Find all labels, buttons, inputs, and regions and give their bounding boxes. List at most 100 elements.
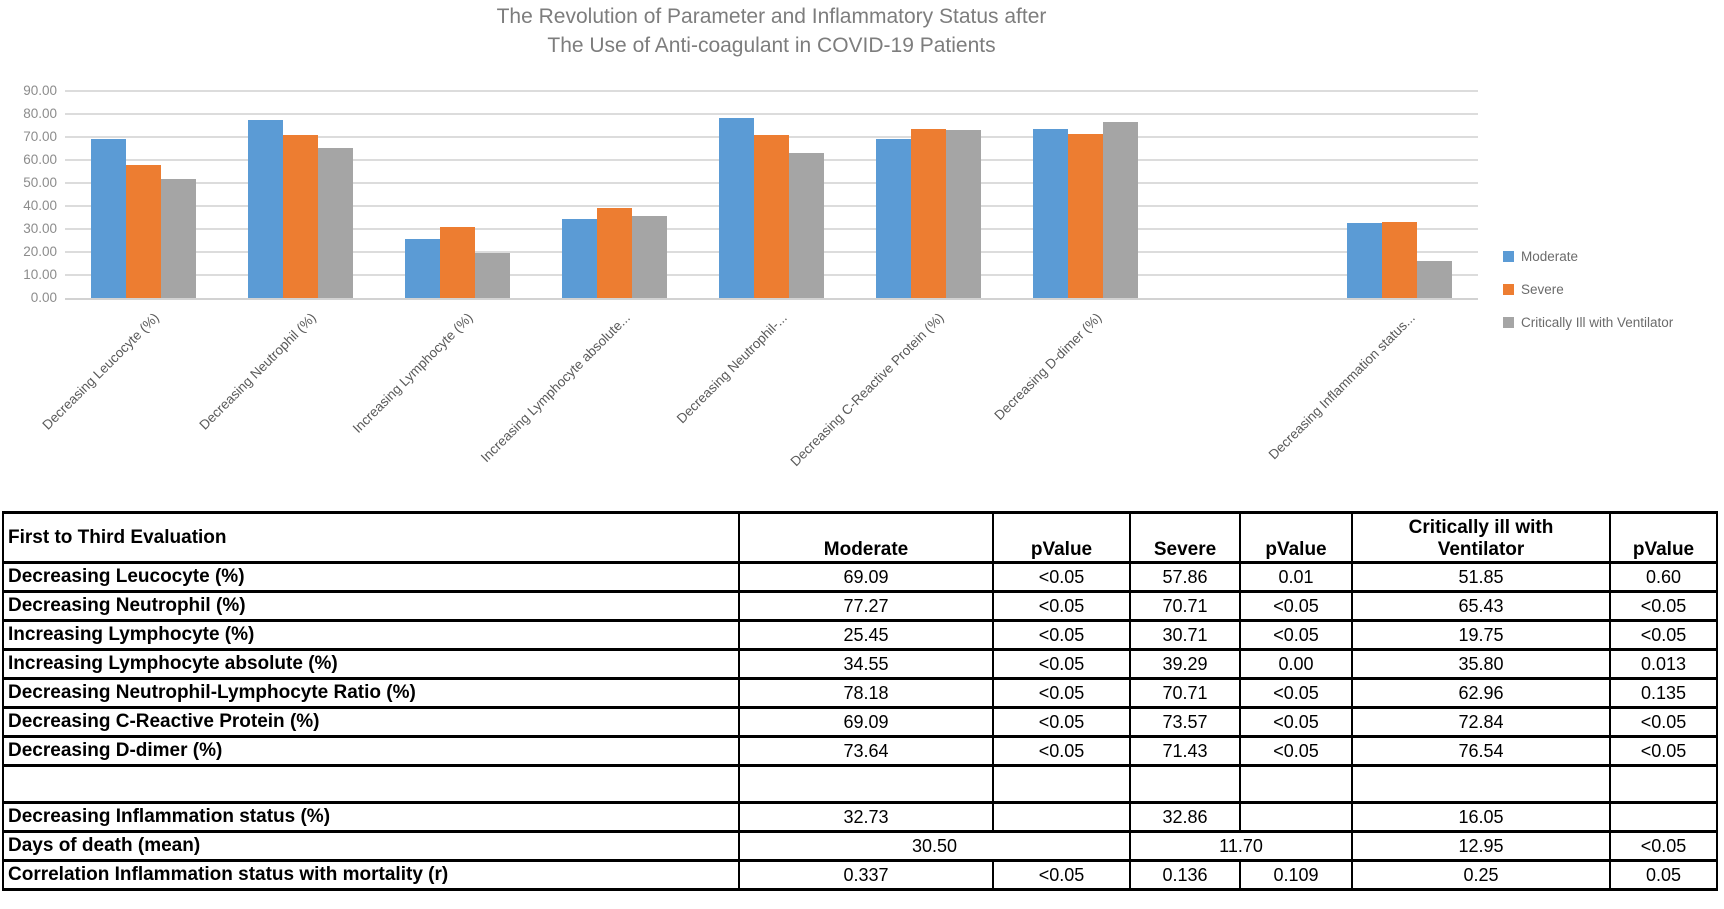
bar-severe-cat4 <box>597 207 632 298</box>
value-cell: 35.80 <box>1351 648 1611 680</box>
value-cell <box>1351 764 1611 804</box>
bar-severe-cat2 <box>283 135 318 298</box>
value-cell: 62.96 <box>1351 677 1611 709</box>
table-header-row: First to Third Evaluation Moderate pValue S… <box>2 511 1718 564</box>
chart-title-line2: The Use of Anti-coagulant in COVID-19 Pa… <box>547 34 996 57</box>
bar-critically-ill-with-ventilator-cat6 <box>946 130 981 298</box>
value-cell: 70.71 <box>1129 590 1241 622</box>
row-label: Decreasing Neutrophil-Lymphocyte Ratio (… <box>2 677 740 709</box>
row-label: Decreasing Inflammation status (%) <box>2 801 740 833</box>
value-cell <box>992 801 1131 833</box>
table-row: Correlation Inflammation status with mor… <box>2 859 1718 891</box>
value-cell: 0.05 <box>1609 859 1718 891</box>
value-cell: <0.05 <box>1239 735 1353 767</box>
value-cell <box>1609 801 1718 833</box>
value-cell: 16.05 <box>1351 801 1611 833</box>
row-label: Decreasing Leucocyte (%) <box>2 561 740 593</box>
value-cell: 72.84 <box>1351 706 1611 738</box>
value-cell: <0.05 <box>1239 590 1353 622</box>
value-cell: 0.337 <box>738 859 994 891</box>
bar-moderate-cat1 <box>91 139 126 298</box>
row-label: Correlation Inflammation status with mor… <box>2 859 740 891</box>
bar-critically-ill-with-ventilator-cat1 <box>161 178 196 298</box>
column-header: pValue <box>1609 511 1718 564</box>
y-axis: 0.00 10.00 20.00 30.00 40.00 50.00 60.00 70.00 8… <box>0 83 57 305</box>
value-cell: <0.05 <box>1609 735 1718 767</box>
value-cell: <0.05 <box>1239 706 1353 738</box>
table-row: Decreasing Leucocyte (%) 69.09 <0.05 57.86 0… <box>2 561 1718 593</box>
value-cell: 51.85 <box>1351 561 1611 593</box>
value-cell: 0.01 <box>1239 561 1353 593</box>
row-label: Decreasing C-Reactive Protein (%) <box>2 706 740 738</box>
table-row: Decreasing Neutrophil-Lymphocyte Ratio (… <box>2 677 1718 709</box>
table-row: Decreasing C-Reactive Protein (%) 69.09 <0… <box>2 706 1718 738</box>
value-cell: 19.75 <box>1351 619 1611 651</box>
value-cell: 57.86 <box>1129 561 1241 593</box>
gridline <box>65 113 1478 115</box>
value-cell: 34.55 <box>738 648 994 680</box>
value-cell: <0.05 <box>1609 590 1718 622</box>
y-tick-label: 90.00 <box>23 83 57 98</box>
value-cell: 32.73 <box>738 801 994 833</box>
table-row: Decreasing Inflammation status (%) 32.73 3… <box>2 801 1718 833</box>
column-header: pValue <box>992 511 1131 564</box>
value-cell: 12.95 <box>1351 830 1611 862</box>
value-cell: <0.05 <box>992 677 1131 709</box>
bar-severe-cat1 <box>126 164 161 298</box>
bar-severe-cat6 <box>911 128 946 298</box>
bar-severe-cat5 <box>754 135 789 298</box>
value-cell: 71.43 <box>1129 735 1241 767</box>
value-cell: 78.18 <box>738 677 994 709</box>
value-cell: 25.45 <box>738 619 994 651</box>
value-cell: 70.71 <box>1129 677 1241 709</box>
x-axis-label: Decreasing Inflammation status... <box>1265 310 1419 463</box>
value-cell: <0.05 <box>992 619 1131 651</box>
x-axis-label: Decreasing D-dimer (%) <box>991 310 1105 423</box>
value-cell: <0.05 <box>1609 706 1718 738</box>
y-tick-label: 80.00 <box>23 106 57 121</box>
value-cell <box>992 764 1131 804</box>
y-tick-label: 50.00 <box>23 175 57 190</box>
row-label: Days of death (mean) <box>2 830 740 862</box>
bar-moderate-cat7 <box>1033 128 1068 298</box>
column-header: Severe <box>1129 511 1241 564</box>
bar-moderate-cat9 <box>1347 222 1382 298</box>
row-label: Increasing Lymphocyte (%) <box>2 619 740 651</box>
bar-moderate-cat6 <box>876 139 911 298</box>
gridline <box>65 90 1478 92</box>
legend-label: Severe <box>1521 282 1564 297</box>
bar-critically-ill-with-ventilator-cat9 <box>1417 261 1452 298</box>
bar-severe-cat7 <box>1068 133 1103 298</box>
value-cell: <0.05 <box>992 735 1131 767</box>
value-cell: <0.05 <box>1239 677 1353 709</box>
value-cell: 0.25 <box>1351 859 1611 891</box>
y-tick-label: 40.00 <box>23 198 57 213</box>
value-cell: 65.43 <box>1351 590 1611 622</box>
table-row: Decreasing D-dimer (%) 73.64 <0.05 71.43 <0.… <box>2 735 1718 767</box>
value-cell: 30.71 <box>1129 619 1241 651</box>
y-tick-label: 70.00 <box>23 129 57 144</box>
value-cell: 0.136 <box>1129 859 1241 891</box>
value-cell: <0.05 <box>992 648 1131 680</box>
value-cell: 69.09 <box>738 561 994 593</box>
table-row: Days of death (mean) 30.50 11.70 12.95 <0.05 <box>2 830 1718 862</box>
value-cell: 39.29 <box>1129 648 1241 680</box>
value-cell: <0.05 <box>992 859 1131 891</box>
row-label: Decreasing D-dimer (%) <box>2 735 740 767</box>
value-cell <box>1239 801 1353 833</box>
value-cell <box>1239 764 1353 804</box>
bar-critically-ill-with-ventilator-cat2 <box>318 147 353 298</box>
value-cell: 32.86 <box>1129 801 1241 833</box>
bar-critically-ill-with-ventilator-cat5 <box>789 153 824 298</box>
legend-swatch-icon <box>1503 251 1514 262</box>
y-tick-label: 60.00 <box>23 152 57 167</box>
x-axis-label: Decreasing Neutrophil (%) <box>196 310 320 433</box>
y-tick-label: 30.00 <box>23 221 57 236</box>
value-cell: 73.57 <box>1129 706 1241 738</box>
value-cell: 0.135 <box>1609 677 1718 709</box>
value-cell: 11.70 <box>1129 830 1353 862</box>
bar-critically-ill-with-ventilator-cat3 <box>475 252 510 298</box>
column-header: Moderate <box>738 511 994 564</box>
row-label: Decreasing Neutrophil (%) <box>2 590 740 622</box>
value-cell: <0.05 <box>1239 619 1353 651</box>
